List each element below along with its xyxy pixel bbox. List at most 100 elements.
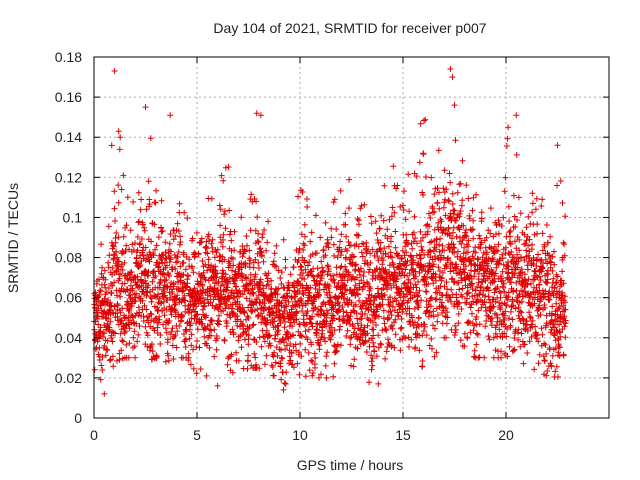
data-point: [472, 249, 479, 256]
data-point: [113, 262, 120, 269]
data-point: [453, 294, 460, 301]
data-point: [444, 309, 451, 316]
data-point: [499, 268, 506, 275]
data-point: [412, 273, 419, 280]
data-point: [429, 256, 436, 263]
data-point: [521, 231, 528, 238]
data-point: [367, 260, 374, 266]
data-point: [412, 235, 419, 242]
data-point: [450, 229, 456, 236]
data-point: [281, 380, 288, 387]
data-point: [530, 257, 537, 264]
data-point: [333, 271, 340, 278]
data-point: [526, 236, 533, 243]
data-point: [275, 267, 282, 274]
data-point: [505, 289, 512, 296]
data-point: [106, 357, 113, 364]
data-point: [114, 306, 121, 313]
data-point: [449, 190, 456, 197]
data-point: [338, 248, 345, 255]
data-point: [181, 209, 188, 216]
data-point: [460, 222, 467, 229]
data-point: [406, 270, 413, 277]
data-point: [132, 354, 139, 361]
data-point: [514, 217, 520, 223]
data-point: [96, 357, 103, 363]
data-point: [528, 280, 534, 287]
data-point: [337, 264, 344, 271]
data-point: [334, 341, 341, 348]
data-point: [106, 252, 113, 259]
data-point: [485, 227, 492, 234]
data-point: [441, 189, 448, 196]
data-point: [496, 299, 503, 306]
data-point: [420, 191, 426, 198]
data-point: [498, 354, 505, 361]
data-point: [309, 272, 316, 279]
data-point: [323, 307, 330, 314]
data-point: [439, 310, 446, 316]
data-point: [333, 226, 340, 233]
data-point: [375, 332, 382, 339]
data-point: [447, 179, 454, 186]
data-point: [152, 246, 158, 253]
data-point: [131, 328, 138, 335]
data-point: [270, 353, 277, 360]
data-point: [305, 349, 312, 356]
data-point: [435, 147, 442, 154]
data-point: [403, 231, 410, 238]
data-point: [464, 334, 471, 341]
data-point: [415, 314, 422, 321]
data-point: [278, 299, 285, 306]
data-point: [481, 354, 488, 361]
data-point: [304, 196, 310, 202]
data-point: [97, 376, 104, 383]
data-point: [99, 354, 106, 360]
data-point: [363, 243, 370, 250]
data-point: [222, 225, 229, 232]
data-point: [350, 253, 357, 260]
data-point: [453, 233, 460, 240]
data-point: [281, 339, 287, 346]
data-point: [487, 299, 494, 306]
data-point: [217, 295, 224, 302]
data-point: [380, 217, 387, 224]
data-point: [541, 340, 548, 347]
data-point: [194, 326, 201, 333]
data-point: [190, 269, 197, 276]
data-point: [156, 316, 163, 323]
data-point: [199, 282, 206, 289]
data-point: [281, 307, 288, 314]
data-point: [444, 286, 451, 293]
data-point: [330, 312, 337, 319]
data-point: [138, 236, 145, 242]
data-point: [506, 315, 512, 322]
data-point: [137, 262, 144, 268]
data-point: [322, 252, 329, 259]
data-point: [264, 239, 271, 246]
data-point: [389, 298, 396, 305]
data-point: [380, 257, 387, 264]
data-point: [511, 335, 518, 341]
data-point: [397, 325, 404, 332]
data-point: [300, 291, 307, 298]
data-point: [248, 298, 255, 305]
data-point: [442, 305, 449, 312]
data-point: [505, 124, 512, 131]
data-point: [175, 228, 182, 234]
data-point: [161, 288, 168, 295]
data-point: [101, 267, 108, 274]
data-point: [449, 201, 456, 207]
data-point: [167, 231, 174, 237]
data-point: [429, 209, 436, 216]
data-point: [280, 294, 287, 301]
data-point: [334, 254, 341, 261]
data-point: [381, 292, 388, 298]
data-point: [174, 328, 181, 335]
data-point: [117, 134, 124, 141]
data-point: [421, 117, 427, 124]
data-point: [260, 307, 267, 314]
data-point: [511, 272, 518, 278]
data-point: [182, 266, 189, 273]
data-point: [282, 346, 289, 353]
